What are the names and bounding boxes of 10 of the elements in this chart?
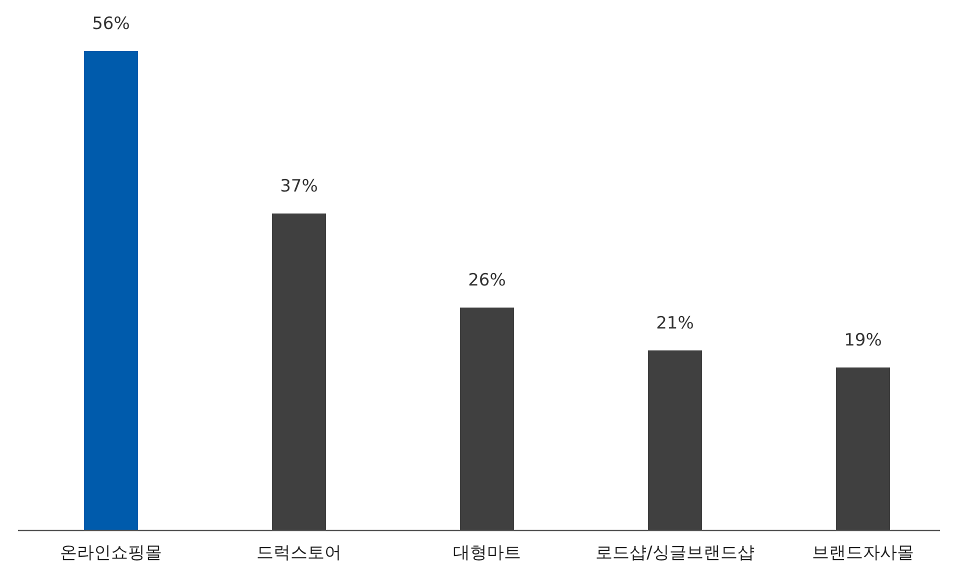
x-tick-label: 브랜드자사몰 bbox=[812, 543, 914, 563]
x-tick-label: 온라인쇼핑몰 bbox=[60, 543, 162, 563]
data-label: 26% bbox=[468, 270, 506, 291]
data-label: 56% bbox=[92, 14, 130, 34]
x-tick-label: 로드샵/싱글브랜드샵 bbox=[596, 543, 754, 563]
data-label: 21% bbox=[656, 313, 694, 334]
x-tick-label: 드럭스토어 bbox=[256, 543, 342, 563]
data-label: 19% bbox=[844, 330, 882, 350]
data-label: 37% bbox=[280, 176, 318, 197]
x-tick-label: 대형마트 bbox=[453, 543, 521, 563]
